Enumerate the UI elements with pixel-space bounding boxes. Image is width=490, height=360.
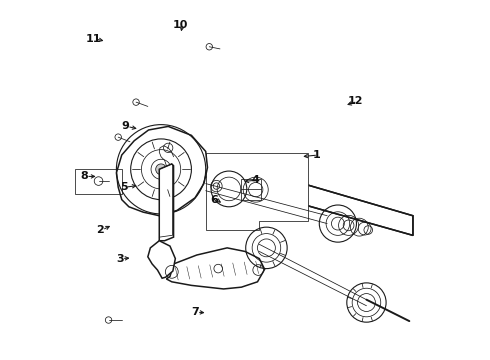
Text: 12: 12: [348, 96, 364, 107]
Text: 6: 6: [211, 195, 219, 204]
Text: 9: 9: [122, 121, 129, 131]
Text: 4: 4: [252, 175, 260, 185]
Text: 7: 7: [191, 307, 199, 317]
Text: 11: 11: [85, 34, 101, 44]
Text: 1: 1: [313, 150, 320, 160]
Polygon shape: [206, 153, 308, 230]
Text: 2: 2: [97, 225, 104, 235]
Circle shape: [156, 164, 167, 175]
Text: 3: 3: [116, 253, 124, 264]
Text: 5: 5: [120, 182, 127, 192]
Bar: [75, 168, 122, 194]
Polygon shape: [159, 144, 413, 235]
Text: 10: 10: [173, 19, 188, 30]
Polygon shape: [117, 126, 207, 216]
Polygon shape: [159, 164, 173, 241]
Bar: [242, 179, 261, 200]
Text: 8: 8: [80, 171, 88, 181]
Polygon shape: [148, 241, 175, 278]
Polygon shape: [167, 248, 265, 289]
